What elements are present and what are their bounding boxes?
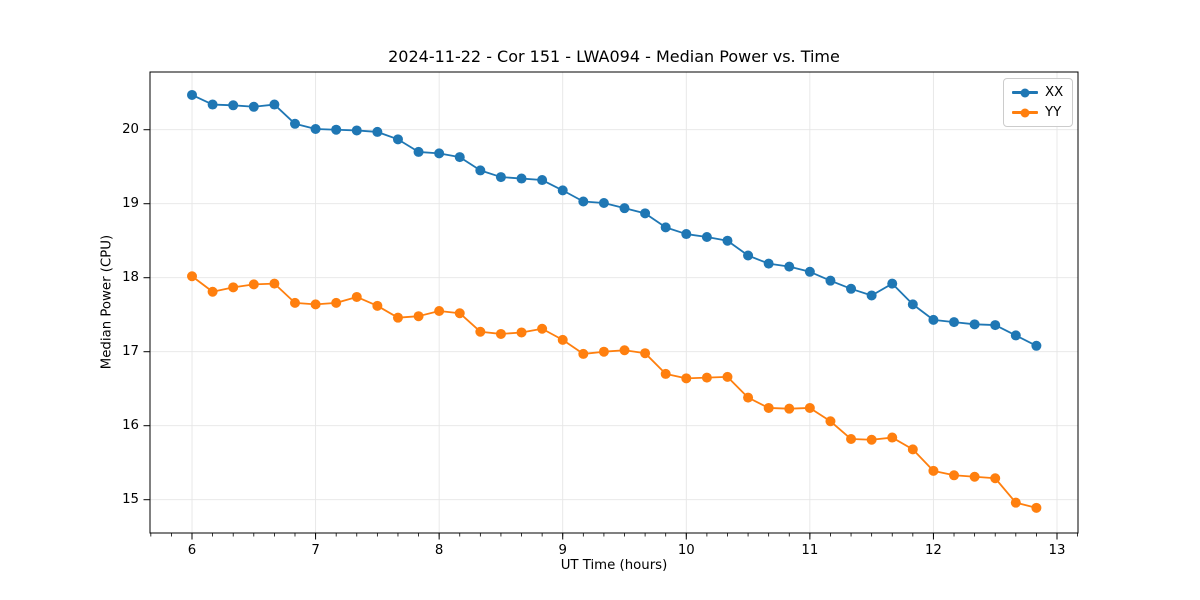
svg-text:10: 10 xyxy=(678,543,695,558)
svg-text:17: 17 xyxy=(122,344,139,359)
x-axis-label: UT Time (hours) xyxy=(560,558,668,573)
chart-title: 2024-11-22 - Cor 151 - LWA094 - Median P… xyxy=(388,47,840,66)
svg-text:15: 15 xyxy=(122,492,139,507)
svg-text:13: 13 xyxy=(1049,543,1066,558)
legend-dot-icon xyxy=(1020,88,1030,97)
legend-line-marker-icon xyxy=(1012,88,1038,97)
svg-text:19: 19 xyxy=(122,196,139,211)
svg-text:6: 6 xyxy=(188,543,196,558)
legend-item-yy: YY xyxy=(1012,104,1063,121)
legend-line-marker-icon xyxy=(1012,108,1038,117)
svg-text:7: 7 xyxy=(311,543,319,558)
legend-label-yy: YY xyxy=(1045,105,1062,120)
svg-text:18: 18 xyxy=(122,270,139,285)
legend-label-xx: XX xyxy=(1045,85,1064,100)
svg-text:8: 8 xyxy=(435,543,443,558)
legend-dot-icon xyxy=(1020,108,1030,117)
svg-text:16: 16 xyxy=(122,418,139,433)
legend: XX YY xyxy=(1003,78,1074,127)
y-axis-label: Median Power (CPU) xyxy=(99,234,115,370)
svg-text:11: 11 xyxy=(801,543,818,558)
legend-item-xx: XX xyxy=(1012,84,1063,101)
svg-text:12: 12 xyxy=(925,543,942,558)
svg-text:9: 9 xyxy=(558,543,566,558)
svg-text:20: 20 xyxy=(122,122,139,137)
